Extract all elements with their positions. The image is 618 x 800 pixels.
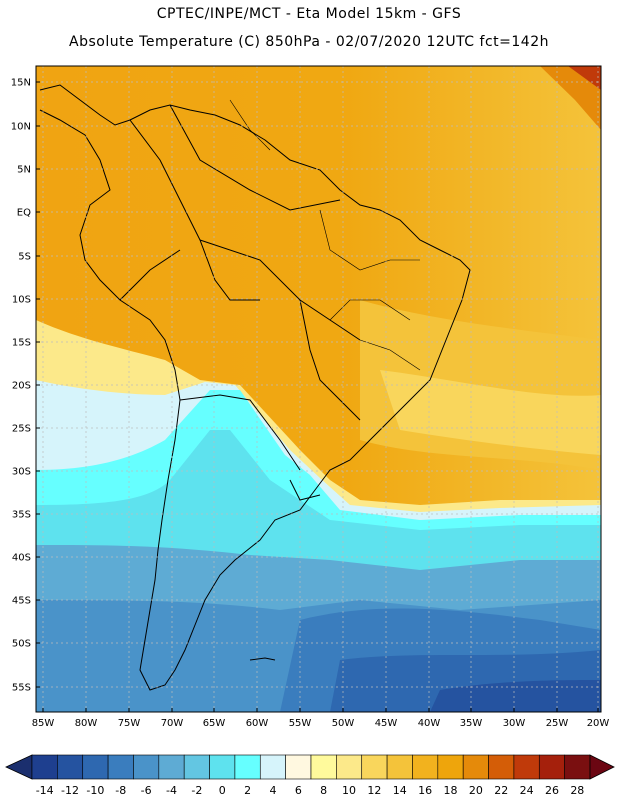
colorbar-swatch <box>462 754 489 780</box>
lat-tick-label: 45S <box>12 596 31 607</box>
colorbar-label: 12 <box>367 784 381 797</box>
latitude-axis-labels: 15N 10N 5N EQ 5S 10S 15S 20S 25S 30S 35S 40S 45S 50S 5… <box>11 78 40 694</box>
lon-tick-label: 20W <box>587 718 610 729</box>
longitude-axis-labels: 85W 80W 75W 70W 65W 60W 55W 50W 45W 40W 35W 30W 25W 2… <box>32 708 610 729</box>
lat-tick-label: 50S <box>12 639 31 650</box>
colorbar-swatch <box>513 754 540 780</box>
lon-tick-label: 45W <box>375 718 398 729</box>
lon-tick-label: 40W <box>418 718 441 729</box>
colorbar-label: 14 <box>393 784 407 797</box>
temperature-field <box>36 66 601 712</box>
colorbar-swatch <box>564 754 591 780</box>
colorbar-label: -14 <box>36 784 54 797</box>
lat-tick-label: 15N <box>11 78 31 89</box>
colorbar-label: 26 <box>545 784 559 797</box>
country-borders <box>39 84 471 691</box>
lat-tick-label: 20S <box>12 381 31 392</box>
lon-tick-label: 25W <box>546 718 569 729</box>
lat-lon-grid <box>36 66 601 712</box>
lat-tick-label: 30S <box>12 467 31 478</box>
title-line-2: Absolute Temperature (C) 850hPa - 02/07/… <box>69 34 549 50</box>
title-line-1: CPTEC/INPE/MCT - Eta Model 15km - GFS <box>156 6 462 22</box>
colorbar-swatch <box>437 754 464 780</box>
colorbar-swatch <box>538 754 565 780</box>
lon-tick-label: 30W <box>503 718 526 729</box>
lon-tick-label: 80W <box>75 718 98 729</box>
lon-tick-label: 60W <box>246 718 269 729</box>
colorbar-label: 8 <box>320 784 327 797</box>
lat-tick-label: 5N <box>17 165 31 176</box>
colorbar-label: -12 <box>61 784 79 797</box>
colorbar-swatch <box>488 754 515 780</box>
colorbar-label: 28 <box>570 784 584 797</box>
lat-tick-label: 10N <box>11 122 31 133</box>
lat-tick-label: 40S <box>12 553 31 564</box>
colorbar-label: 18 <box>444 784 458 797</box>
colorbar-label: -6 <box>141 784 152 797</box>
colorbar-label: 0 <box>219 784 226 797</box>
colorbar-swatch <box>209 754 236 780</box>
state-borders <box>229 99 421 371</box>
colorbar-swatch <box>158 754 185 780</box>
colorbar-swatch <box>234 754 261 780</box>
colorbar-swatch <box>361 754 388 780</box>
colorbar-swatch <box>183 754 210 780</box>
lat-tick-label: EQ <box>17 208 31 219</box>
lat-tick-label: 15S <box>12 338 31 349</box>
colorbar-label: -8 <box>115 784 126 797</box>
lon-tick-label: 70W <box>161 718 184 729</box>
colorbar-swatch <box>412 754 439 780</box>
colorbar-swatch <box>107 754 134 780</box>
colorbar-label: 20 <box>469 784 483 797</box>
colorbar-label: -10 <box>86 784 104 797</box>
lon-tick-label: 50W <box>332 718 355 729</box>
lat-tick-label: 25S <box>12 424 31 435</box>
lat-tick-label: 55S <box>12 683 31 694</box>
colorbar-label: 22 <box>494 784 508 797</box>
colorbar-label: 10 <box>342 784 356 797</box>
colorbar-swatch <box>285 754 312 780</box>
colorbar-label: 2 <box>244 784 251 797</box>
colorbar-label: 24 <box>520 784 534 797</box>
map-frame <box>35 65 602 713</box>
colorbar-swatch <box>310 754 337 780</box>
colorbar-under-arrow <box>5 754 33 780</box>
colorbar-label: -2 <box>191 784 202 797</box>
colorbar-swatch <box>133 754 160 780</box>
colorbar-over-arrow <box>589 754 615 780</box>
colorbar-label: 16 <box>418 784 432 797</box>
colorbar-swatch <box>57 754 84 780</box>
colorbar: -14 -12 -10 -8 -6 -4 -2 0 2 4 6 8 10 12 14 16 18 20 22 24 26… <box>5 754 615 797</box>
lon-tick-label: 35W <box>460 718 483 729</box>
colorbar-swatch <box>31 754 58 780</box>
lon-tick-label: 75W <box>118 718 141 729</box>
colorbar-swatch <box>259 754 286 780</box>
lon-tick-label: 65W <box>203 718 226 729</box>
colorbar-swatch <box>336 754 363 780</box>
colorbar-label: 4 <box>269 784 276 797</box>
lon-tick-label: 85W <box>32 718 55 729</box>
colorbar-label: -4 <box>166 784 177 797</box>
colorbar-swatch <box>386 754 413 780</box>
lat-tick-label: 5S <box>18 252 31 263</box>
colorbar-swatch <box>82 754 109 780</box>
lat-tick-label: 35S <box>12 510 31 521</box>
lat-tick-label: 10S <box>12 295 31 306</box>
colorbar-label: 6 <box>295 784 302 797</box>
lon-tick-label: 55W <box>289 718 312 729</box>
